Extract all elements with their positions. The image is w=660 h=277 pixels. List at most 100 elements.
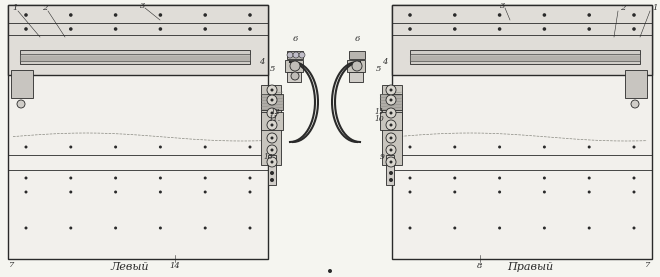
Circle shape	[24, 145, 28, 148]
Text: 1: 1	[652, 4, 657, 12]
Circle shape	[248, 13, 252, 17]
Circle shape	[453, 191, 456, 194]
Bar	[285, 60, 303, 72]
Ellipse shape	[522, 93, 558, 147]
Circle shape	[249, 176, 251, 179]
Circle shape	[632, 145, 636, 148]
Circle shape	[290, 61, 300, 71]
Circle shape	[271, 124, 273, 127]
Circle shape	[204, 145, 207, 148]
Text: 1: 1	[13, 4, 18, 12]
Circle shape	[453, 27, 457, 31]
Bar	[287, 51, 303, 59]
Circle shape	[328, 269, 332, 273]
Circle shape	[287, 52, 293, 58]
Circle shape	[203, 13, 207, 17]
Circle shape	[114, 27, 117, 31]
Circle shape	[271, 99, 273, 101]
Bar	[8, 5, 268, 259]
Circle shape	[632, 13, 636, 17]
Text: 7: 7	[645, 261, 651, 269]
Circle shape	[270, 171, 274, 175]
Circle shape	[249, 227, 251, 230]
Text: 4: 4	[259, 58, 265, 66]
Circle shape	[389, 160, 393, 163]
Circle shape	[291, 72, 299, 80]
Circle shape	[158, 27, 162, 31]
Circle shape	[389, 148, 393, 152]
Circle shape	[159, 145, 162, 148]
Circle shape	[587, 13, 591, 17]
Circle shape	[271, 160, 273, 163]
Circle shape	[386, 120, 396, 130]
Bar	[268, 155, 276, 185]
Text: 13: 13	[263, 153, 273, 161]
Circle shape	[389, 99, 393, 101]
Text: 3: 3	[500, 2, 506, 10]
Circle shape	[453, 13, 457, 17]
Ellipse shape	[172, 93, 208, 147]
Circle shape	[271, 148, 273, 152]
Text: 6: 6	[292, 35, 298, 43]
Circle shape	[267, 108, 277, 118]
Circle shape	[498, 27, 502, 31]
Circle shape	[248, 27, 252, 31]
Text: 12: 12	[270, 108, 280, 116]
Circle shape	[386, 108, 396, 118]
Circle shape	[386, 145, 396, 155]
Circle shape	[498, 191, 501, 194]
Circle shape	[114, 227, 117, 230]
Circle shape	[114, 145, 117, 148]
Circle shape	[389, 124, 393, 127]
Circle shape	[267, 120, 277, 130]
Circle shape	[69, 227, 73, 230]
Bar	[261, 94, 283, 110]
Circle shape	[453, 145, 456, 148]
Circle shape	[498, 145, 501, 148]
Circle shape	[543, 191, 546, 194]
Circle shape	[114, 191, 117, 194]
Circle shape	[389, 137, 393, 140]
Bar	[625, 70, 647, 98]
Circle shape	[267, 85, 277, 95]
Circle shape	[632, 176, 636, 179]
Circle shape	[270, 178, 274, 182]
Circle shape	[587, 176, 591, 179]
Circle shape	[159, 227, 162, 230]
Circle shape	[69, 145, 73, 148]
Circle shape	[587, 191, 591, 194]
Bar	[261, 85, 281, 165]
Circle shape	[409, 176, 411, 179]
Circle shape	[587, 227, 591, 230]
Ellipse shape	[32, 93, 68, 147]
Circle shape	[267, 145, 277, 155]
Circle shape	[267, 133, 277, 143]
Bar	[386, 155, 394, 185]
Bar	[410, 54, 640, 61]
Text: 5: 5	[376, 65, 381, 73]
Circle shape	[543, 27, 546, 31]
Circle shape	[249, 191, 251, 194]
Circle shape	[293, 52, 299, 58]
Circle shape	[386, 157, 396, 167]
Text: 8: 8	[477, 262, 482, 270]
Bar	[380, 112, 402, 130]
Circle shape	[24, 191, 28, 194]
Circle shape	[24, 227, 28, 230]
Bar	[8, 5, 268, 75]
Bar	[20, 50, 250, 64]
Bar	[347, 60, 365, 72]
Circle shape	[498, 227, 501, 230]
Text: 9: 9	[379, 153, 384, 161]
Bar	[349, 72, 363, 82]
Text: 7: 7	[9, 261, 15, 269]
Bar	[287, 72, 301, 82]
Circle shape	[631, 100, 639, 108]
Circle shape	[543, 227, 546, 230]
Circle shape	[69, 176, 73, 179]
Circle shape	[409, 145, 411, 148]
Circle shape	[498, 13, 502, 17]
Circle shape	[386, 95, 396, 105]
Text: 11: 11	[374, 108, 384, 116]
Ellipse shape	[592, 93, 628, 147]
